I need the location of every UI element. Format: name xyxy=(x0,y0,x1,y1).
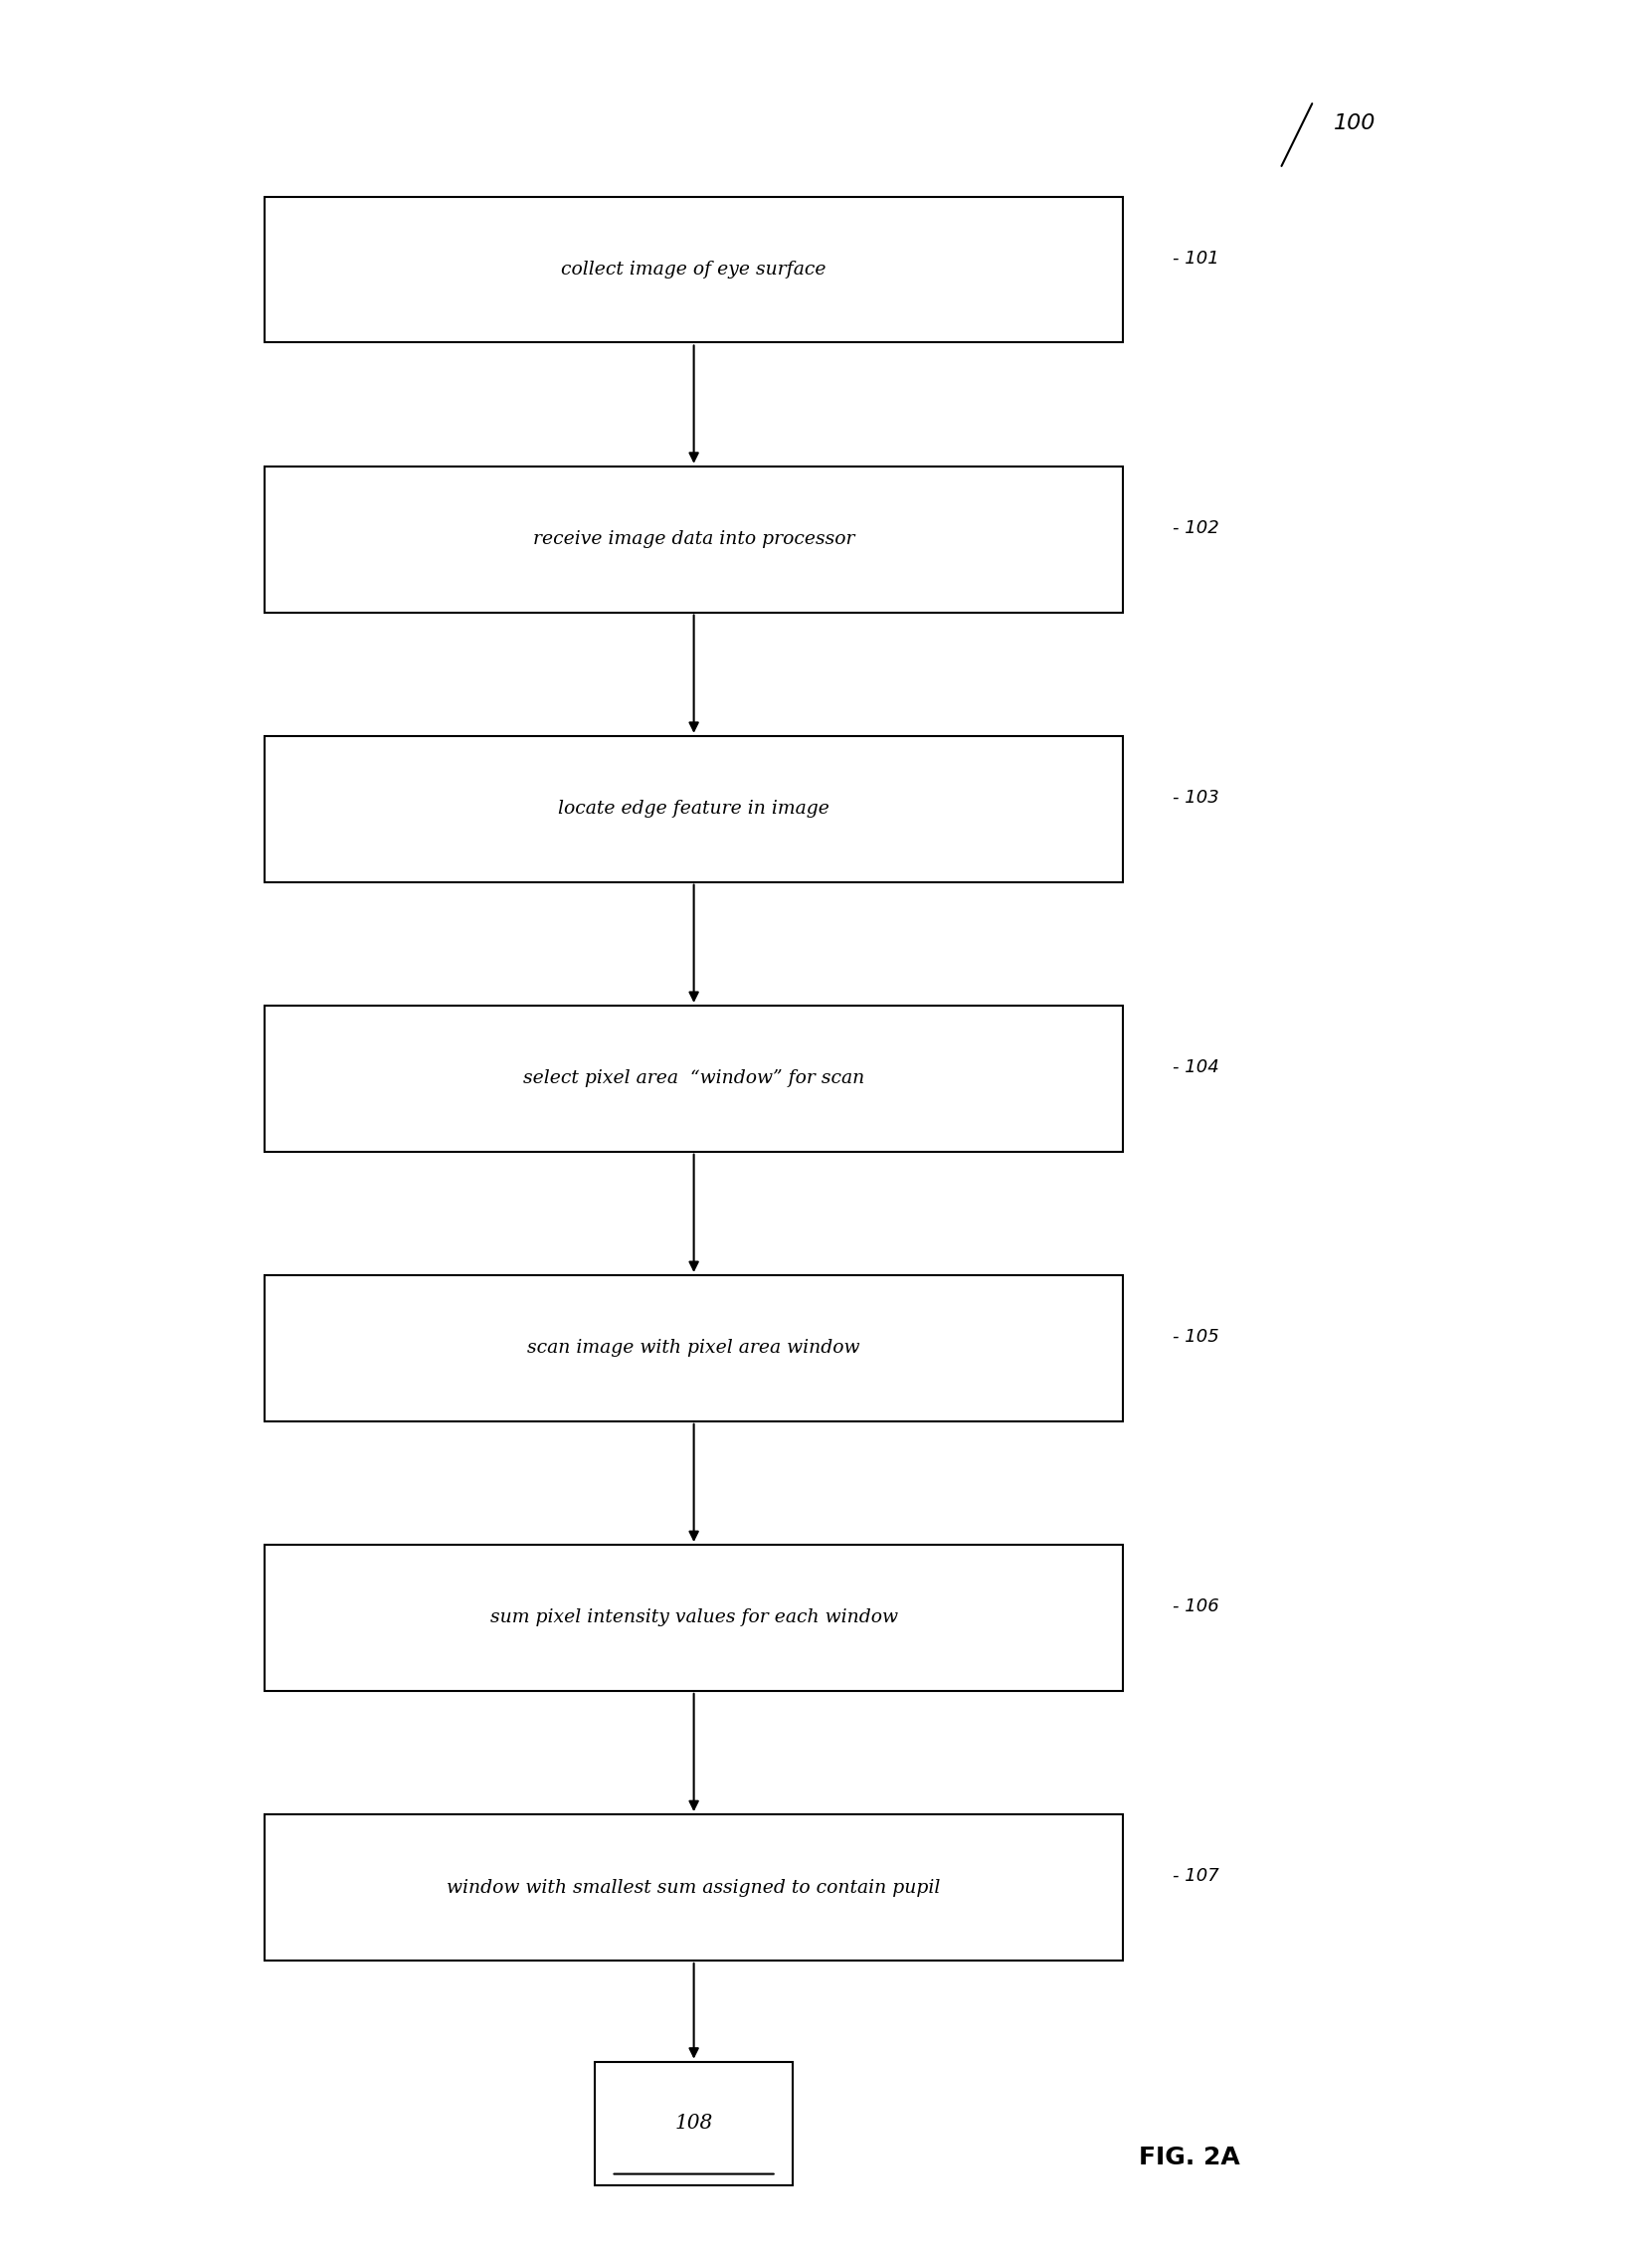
FancyBboxPatch shape xyxy=(264,735,1123,881)
Text: - 107: - 107 xyxy=(1173,1867,1219,1885)
Text: FIG. 2A: FIG. 2A xyxy=(1138,2146,1241,2168)
FancyBboxPatch shape xyxy=(264,1274,1123,1420)
Text: - 105: - 105 xyxy=(1173,1328,1219,1346)
Text: - 102: - 102 xyxy=(1173,519,1219,537)
Text: locate edge feature in image: locate edge feature in image xyxy=(558,800,829,818)
FancyBboxPatch shape xyxy=(595,2063,793,2184)
FancyBboxPatch shape xyxy=(264,195,1123,342)
FancyBboxPatch shape xyxy=(264,1007,1123,1150)
Text: select pixel area  “window” for scan: select pixel area “window” for scan xyxy=(524,1070,864,1088)
Text: sum pixel intensity values for each window: sum pixel intensity values for each wind… xyxy=(491,1609,897,1627)
Text: 108: 108 xyxy=(674,2114,714,2132)
Text: - 104: - 104 xyxy=(1173,1058,1219,1076)
Text: window with smallest sum assigned to contain pupil: window with smallest sum assigned to con… xyxy=(448,1878,940,1896)
Text: - 106: - 106 xyxy=(1173,1598,1219,1616)
Text: - 101: - 101 xyxy=(1173,249,1219,267)
FancyBboxPatch shape xyxy=(264,467,1123,611)
FancyBboxPatch shape xyxy=(264,1816,1123,1959)
Text: collect image of eye surface: collect image of eye surface xyxy=(562,261,826,279)
Text: scan image with pixel area window: scan image with pixel area window xyxy=(527,1339,861,1357)
Text: 100: 100 xyxy=(1333,115,1376,133)
Text: receive image data into processor: receive image data into processor xyxy=(534,530,854,548)
FancyBboxPatch shape xyxy=(264,1546,1123,1690)
Text: - 103: - 103 xyxy=(1173,789,1219,807)
